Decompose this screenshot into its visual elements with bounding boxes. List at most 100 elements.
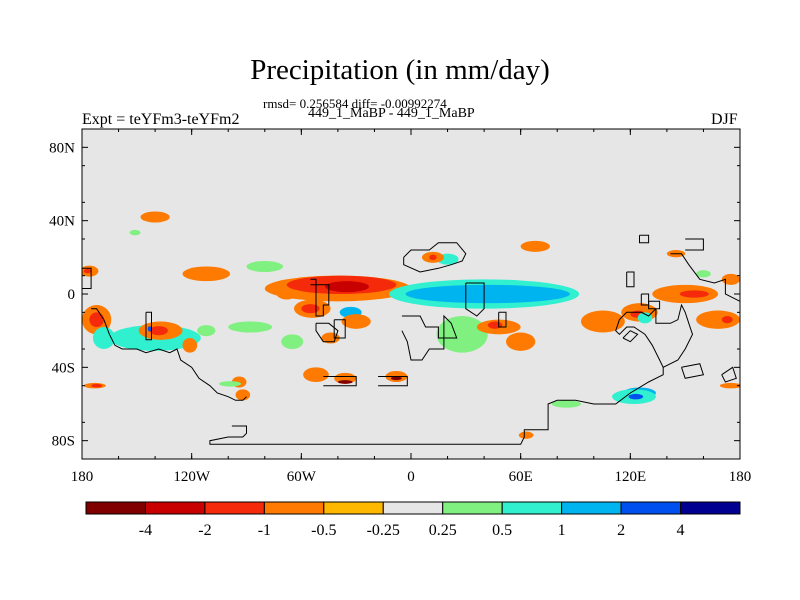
anomaly-region: [182, 338, 198, 353]
y-tick-label: 80N: [49, 140, 75, 156]
anomaly-region: [303, 367, 329, 382]
colorbar-label: -2: [198, 522, 211, 539]
season-label: DJF: [711, 111, 738, 128]
anomaly-region: [301, 304, 320, 314]
anomaly-region: [405, 284, 571, 304]
coastline: [82, 267, 92, 289]
anomaly-region: [551, 400, 581, 408]
anomaly-region: [246, 261, 284, 272]
stats-line: rmsd= 0.256584 diff= -0.00992274: [263, 96, 447, 111]
coastline: [670, 253, 740, 302]
y-tick-label: 0: [68, 287, 76, 303]
anomaly-region: [696, 270, 711, 278]
anomaly-region: [89, 312, 104, 327]
anomaly-region: [197, 325, 216, 337]
colorbar-swatch: [204, 501, 265, 515]
x-tick-label: 60E: [509, 469, 533, 485]
colorbar: -4 -2 -1 -0.5 -0.25 0.25 0.5 1 2 4: [85, 501, 741, 539]
colorbar-swatch: [263, 501, 325, 515]
coastline: [401, 314, 458, 361]
coastline: [91, 308, 247, 401]
x-tick-label: 60W: [287, 469, 317, 485]
x-tick-label: 120E: [614, 469, 646, 485]
anomaly-region: [679, 290, 709, 298]
y-tick-label: 80S: [52, 434, 75, 450]
anomaly-region: [147, 326, 152, 332]
anomaly-region: [129, 229, 141, 236]
coastline: [622, 330, 639, 343]
anomaly-region: [140, 211, 170, 223]
coastline: [685, 238, 704, 251]
colorbar-label: -0.5: [311, 522, 336, 539]
colorbar-label: -1: [258, 522, 271, 539]
coastline: [681, 363, 705, 379]
colorbar-swatch: [442, 501, 503, 515]
colorbar-swatch: [501, 501, 563, 515]
coastline: [721, 366, 737, 383]
anomaly-region: [83, 268, 92, 274]
y-tick-label: 40N: [49, 214, 75, 230]
coastline: [403, 242, 467, 273]
anomaly-region: [341, 314, 371, 329]
colorbar-swatch: [382, 501, 444, 515]
colorbar-label: 2: [617, 522, 625, 539]
anomaly-region: [390, 376, 402, 381]
anomaly-region: [337, 380, 353, 384]
chart-title: Precipitation (in mm/day): [250, 54, 550, 86]
x-tick-label: 120W: [173, 469, 211, 485]
comparison-label: 449_1_MaBP - 449_1_MaBP: [308, 106, 475, 121]
anomaly-region: [518, 431, 534, 439]
x-tick-label: 180: [71, 469, 94, 485]
colorbar-label: -0.25: [367, 522, 400, 539]
anomaly-fields: [82, 211, 740, 439]
colorbar-swatch: [323, 501, 384, 515]
anomaly-region: [91, 383, 103, 388]
colorbar-swatch: [620, 501, 682, 515]
x-tick-label: 180: [729, 469, 752, 485]
colorbar-label: 0.25: [429, 522, 457, 539]
anomaly-region: [580, 310, 625, 333]
colorbar-swatch: [680, 501, 741, 515]
anomaly-region: [281, 334, 304, 349]
anomaly-region: [235, 389, 251, 401]
anomaly-region: [628, 393, 644, 400]
anomaly-region: [721, 316, 733, 324]
coastline: [626, 271, 635, 288]
anomaly-region: [436, 316, 488, 353]
axes: 180 120W 60W 0 60E 120E 180 80S 40S 0 40N 80N: [49, 128, 752, 485]
coastline: [145, 311, 152, 341]
coastline: [310, 278, 330, 317]
anomaly-region: [696, 310, 740, 329]
anomaly-region: [92, 327, 115, 349]
coastline: [648, 300, 661, 310]
colorbar-swatch: [561, 501, 622, 515]
coastline: [498, 311, 507, 328]
anomaly-region: [719, 382, 740, 389]
colorbar-label: 1: [558, 522, 566, 539]
coastline: [639, 234, 650, 244]
anomaly-region: [637, 312, 653, 324]
anomaly-region: [219, 381, 242, 387]
anomaly-region: [487, 321, 503, 329]
experiment-label: Expt = teYFm3-teYFm2: [82, 111, 240, 128]
coastline: [465, 282, 485, 317]
x-tick-label: 0: [407, 469, 415, 485]
coastline: [209, 367, 664, 445]
coastline: [315, 322, 339, 343]
coastlines: [82, 234, 740, 445]
coastline: [378, 376, 408, 387]
colorbar-swatch: [85, 501, 146, 515]
anomaly-region: [325, 281, 369, 293]
anomaly-region: [429, 254, 437, 261]
colorbar-swatch: [144, 501, 206, 515]
colorbar-label: 4: [677, 522, 685, 539]
anomaly-region: [321, 332, 340, 344]
anomaly-region: [182, 266, 231, 282]
coastline: [323, 376, 357, 387]
coastline: [615, 303, 694, 368]
y-tick-label: 40S: [52, 360, 75, 376]
anomaly-region: [149, 326, 168, 336]
anomaly-region: [506, 332, 536, 351]
colorbar-label: 0.5: [492, 522, 512, 539]
